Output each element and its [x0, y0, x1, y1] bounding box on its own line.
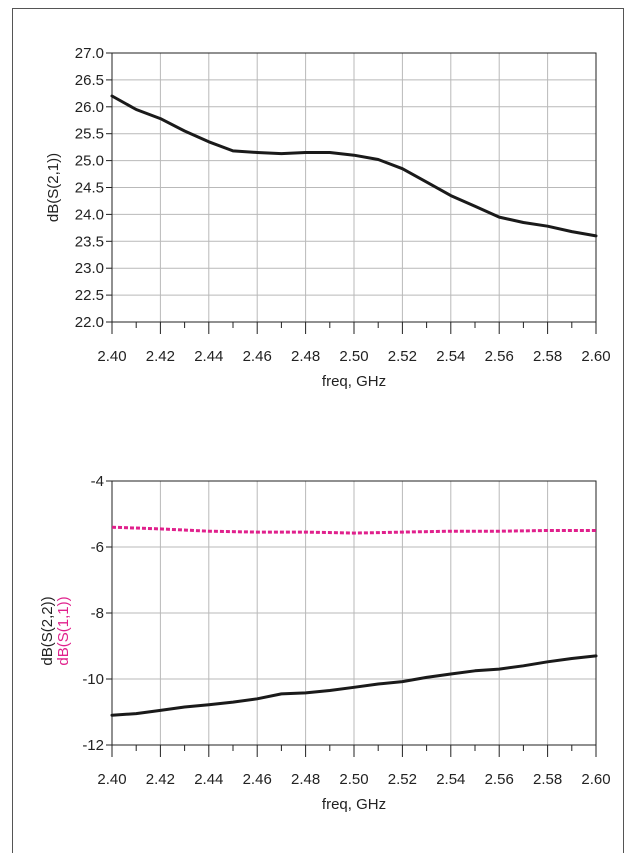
s11-s22-x-tick-label: 2.52	[388, 771, 417, 788]
s11-s22-x-tick-label: 2.44	[194, 771, 223, 788]
s11-s22-y-tick-label: -12	[82, 737, 104, 754]
s21-x-axis-label: freq, GHz	[322, 373, 386, 390]
s11-s22-y-tick-label: -10	[82, 671, 104, 688]
s21-y-tick-label: 27.0	[75, 45, 104, 62]
s11-s22-y-axis-label-1: dB(S(1,1))	[55, 596, 72, 665]
s11-s22-x-tick-label: 2.46	[243, 771, 272, 788]
s11-s22-chart: 2.40 2.42 2.44 2.46 2.48 2.50 2.52 2.54 2.56 2.58…	[39, 473, 611, 813]
s11-s22-y-tick-label: -6	[91, 539, 104, 556]
s11-s22-x-tick-label: 2.56	[485, 771, 514, 788]
s21-y-tick-label: 24.5	[75, 180, 104, 197]
s21-plot-border	[111, 52, 597, 323]
s21-y-tick-label: 22.5	[75, 287, 104, 304]
s11-s22-x-tick-label: 2.40	[97, 771, 126, 788]
s11-s22-y-tick-label: -4	[91, 473, 104, 490]
s21-x-tick-label: 2.58	[533, 348, 562, 365]
s21-x-tick-label: 2.60	[581, 348, 610, 365]
s21-y-tick-label: 22.0	[75, 314, 104, 331]
s21-chart: 2.40 2.42 2.44 2.46 2.48 2.50 2.52 2.54 2.56 2.58…	[45, 45, 611, 390]
s11-s22-x-tick-label: 2.50	[339, 771, 368, 788]
s21-x-tick-label: 2.52	[388, 348, 417, 365]
s11-s22-plot-border	[111, 480, 597, 746]
s21-y-tick-label: 24.0	[75, 206, 104, 223]
s21-y-tick-label: 23.5	[75, 233, 104, 250]
s21-y-tick-label: 26.5	[75, 72, 104, 89]
figure-frame	[12, 8, 624, 853]
s21-x-tick-label: 2.44	[194, 348, 223, 365]
s11-s22-x-axis-label: freq, GHz	[322, 796, 386, 813]
s21-series-line-0	[110, 94, 598, 238]
s11-s22-x-tick-label: 2.54	[436, 771, 465, 788]
s21-y-tick-label: 25.5	[75, 126, 104, 143]
s11-s22-series-line-1	[110, 654, 598, 717]
s21-x-tick-label: 2.46	[243, 348, 272, 365]
s21-y-tick-label: 23.0	[75, 260, 104, 277]
s21-x-tick-label: 2.40	[97, 348, 126, 365]
s11-s22-y-tick-label: -8	[91, 605, 104, 622]
s11-s22-x-tick-label: 2.60	[581, 771, 610, 788]
s21-x-tick-label: 2.50	[339, 348, 368, 365]
s11-s22-x-tick-label: 2.48	[291, 771, 320, 788]
s11-s22-x-tick-label: 2.58	[533, 771, 562, 788]
s21-x-tick-label: 2.48	[291, 348, 320, 365]
s21-y-tick-label: 25.0	[75, 153, 104, 170]
s11-s22-series-line-0	[111, 525, 596, 535]
s11-s22-x-tick-label: 2.42	[146, 771, 175, 788]
s11-s22-y-axis-label-0: dB(S(2,2))	[39, 596, 56, 665]
s21-y-tick-label: 26.0	[75, 99, 104, 116]
s21-x-tick-label: 2.54	[436, 348, 465, 365]
s21-y-axis-label: dB(S(2,1))	[45, 153, 62, 222]
s21-x-tick-label: 2.42	[146, 348, 175, 365]
s21-x-tick-label: 2.56	[485, 348, 514, 365]
